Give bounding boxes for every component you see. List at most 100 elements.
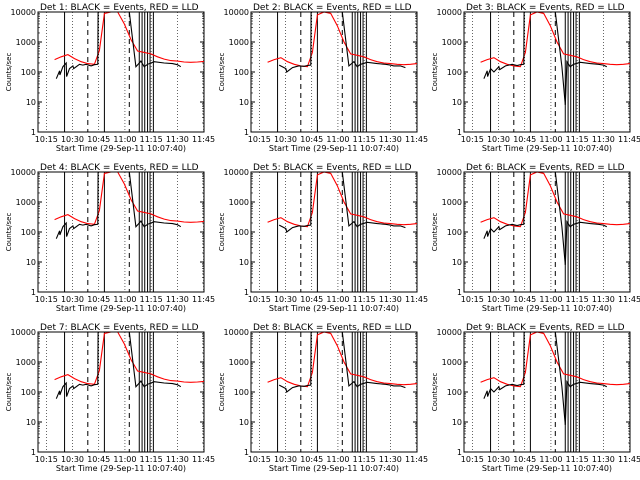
y-tick-label: 10000 [11, 328, 36, 337]
y-tick-label: 100 [234, 228, 249, 237]
x-tick-label: 11:15 [566, 455, 589, 464]
x-tick-label: 10:15 [35, 135, 58, 144]
x-tick-label: 10:15 [461, 455, 484, 464]
x-tick-label: 10:30 [274, 135, 297, 144]
x-tick-label: 11:15 [353, 295, 376, 304]
x-tick-label: 10:30 [61, 455, 84, 464]
x-tick-label: 10:15 [461, 135, 484, 144]
y-tick-label: 100 [447, 68, 462, 77]
x-tick-label: 11:45 [405, 455, 428, 464]
x-tick-label: 11:30 [166, 455, 189, 464]
gap-interval-box [138, 11, 143, 133]
x-tick-label: 11:30 [166, 135, 189, 144]
x-tick-label: 11:00 [326, 135, 349, 144]
x-tick-label: 11:15 [140, 455, 163, 464]
panel-title: Det 4: BLACK = Events, RED = LLD [40, 163, 199, 173]
y-tick-label: 100 [21, 228, 36, 237]
y-tick-label: 1 [244, 128, 249, 137]
y-tick-label: 10000 [437, 328, 462, 337]
gap-interval-box [149, 331, 154, 453]
y-tick-label: 1000 [229, 358, 249, 367]
y-tick-label: 100 [447, 388, 462, 397]
x-tick-label: 11:30 [379, 455, 402, 464]
gap-interval-box [575, 11, 580, 133]
gap-interval-box [357, 171, 362, 293]
x-axis-label: Start Time (29-Sep-11 10:07:40) [482, 144, 612, 153]
x-tick-label: 11:15 [566, 135, 589, 144]
x-tick-label: 10:45 [513, 135, 536, 144]
gap-interval-box [351, 11, 356, 133]
x-tick-label: 11:30 [166, 295, 189, 304]
y-tick-label: 10000 [224, 328, 249, 337]
plot-frame [37, 11, 205, 133]
panel-det-8: 10:15 10:30 10:45 11:00 11:15 11:30 11:45 10000… [218, 323, 428, 473]
y-tick-label: 10 [239, 98, 249, 107]
x-tick-label: 10:15 [35, 455, 58, 464]
gap-interval-box [564, 331, 569, 453]
gap-interval-box [570, 171, 575, 293]
y-axis-label: Counts/sec [431, 53, 439, 92]
lld-series-line [480, 11, 631, 68]
gap-interval-box [564, 11, 569, 133]
y-tick-label: 1 [31, 448, 36, 457]
x-tick-label: 11:30 [379, 295, 402, 304]
gap-interval-box [149, 171, 154, 293]
x-tick-label: 10:45 [300, 455, 323, 464]
lld-series-line [267, 11, 418, 68]
x-tick-label: 11:15 [140, 295, 163, 304]
x-tick-label: 10:45 [513, 295, 536, 304]
gap-interval-box [357, 11, 362, 133]
panel-det-9: 10:15 10:30 10:45 11:00 11:15 11:30 11:45 10000… [431, 323, 640, 473]
x-tick-label: 10:45 [300, 135, 323, 144]
y-axis-label: Counts/sec [5, 373, 13, 412]
x-tick-label: 11:45 [405, 295, 428, 304]
y-tick-label: 10 [452, 418, 462, 427]
x-tick-label: 11:30 [379, 135, 402, 144]
y-tick-label: 100 [234, 68, 249, 77]
gap-interval-box [570, 11, 575, 133]
plot-frame [250, 171, 418, 293]
y-tick-label: 10000 [224, 8, 249, 17]
y-tick-label: 10 [26, 258, 36, 267]
x-tick-label: 11:00 [539, 455, 562, 464]
x-tick-label: 10:15 [248, 135, 271, 144]
y-tick-label: 10 [239, 258, 249, 267]
y-tick-label: 1000 [229, 38, 249, 47]
lld-series-line [267, 171, 418, 228]
panel-title: Det 9: BLACK = Events, RED = LLD [466, 323, 625, 333]
x-tick-label: 11:00 [113, 455, 136, 464]
x-tick-label: 11:45 [192, 135, 215, 144]
panel-title: Det 2: BLACK = Events, RED = LLD [253, 3, 412, 13]
plot-frame [250, 331, 418, 453]
gap-interval-box [351, 171, 356, 293]
x-tick-label: 11:30 [592, 135, 615, 144]
x-tick-label: 11:00 [326, 455, 349, 464]
lld-series-line [267, 331, 418, 388]
x-axis-label: Start Time (29-Sep-11 10:07:40) [482, 464, 612, 473]
y-tick-label: 10000 [11, 168, 36, 177]
x-tick-label: 11:15 [353, 455, 376, 464]
y-tick-label: 1000 [442, 38, 462, 47]
y-tick-label: 1 [244, 288, 249, 297]
panel-det-1: 10:15 10:30 10:45 11:00 11:15 11:30 11:45 10000… [5, 3, 215, 153]
x-axis-label: Start Time (29-Sep-11 10:07:40) [269, 464, 399, 473]
x-tick-label: 10:30 [487, 455, 510, 464]
x-tick-label: 10:45 [87, 135, 110, 144]
x-tick-label: 11:30 [592, 455, 615, 464]
x-tick-label: 10:45 [87, 455, 110, 464]
lld-series-line [480, 171, 631, 228]
gap-interval-box [144, 171, 149, 293]
y-axis-label: Counts/sec [218, 213, 226, 252]
panel-title: Det 8: BLACK = Events, RED = LLD [253, 323, 412, 333]
x-tick-label: 11:15 [566, 295, 589, 304]
y-tick-label: 100 [234, 388, 249, 397]
panel-det-2: 10:15 10:30 10:45 11:00 11:15 11:30 11:45 10000… [218, 3, 428, 153]
x-tick-label: 11:45 [192, 455, 215, 464]
y-axis-label: Counts/sec [218, 373, 226, 412]
y-tick-label: 1000 [16, 358, 36, 367]
panel-det-5: 10:15 10:30 10:45 11:00 11:15 11:30 11:45 10000… [218, 163, 428, 313]
y-tick-label: 100 [21, 68, 36, 77]
y-tick-label: 10 [452, 258, 462, 267]
y-tick-label: 10000 [11, 8, 36, 17]
panel-title: Det 6: BLACK = Events, RED = LLD [466, 163, 625, 173]
